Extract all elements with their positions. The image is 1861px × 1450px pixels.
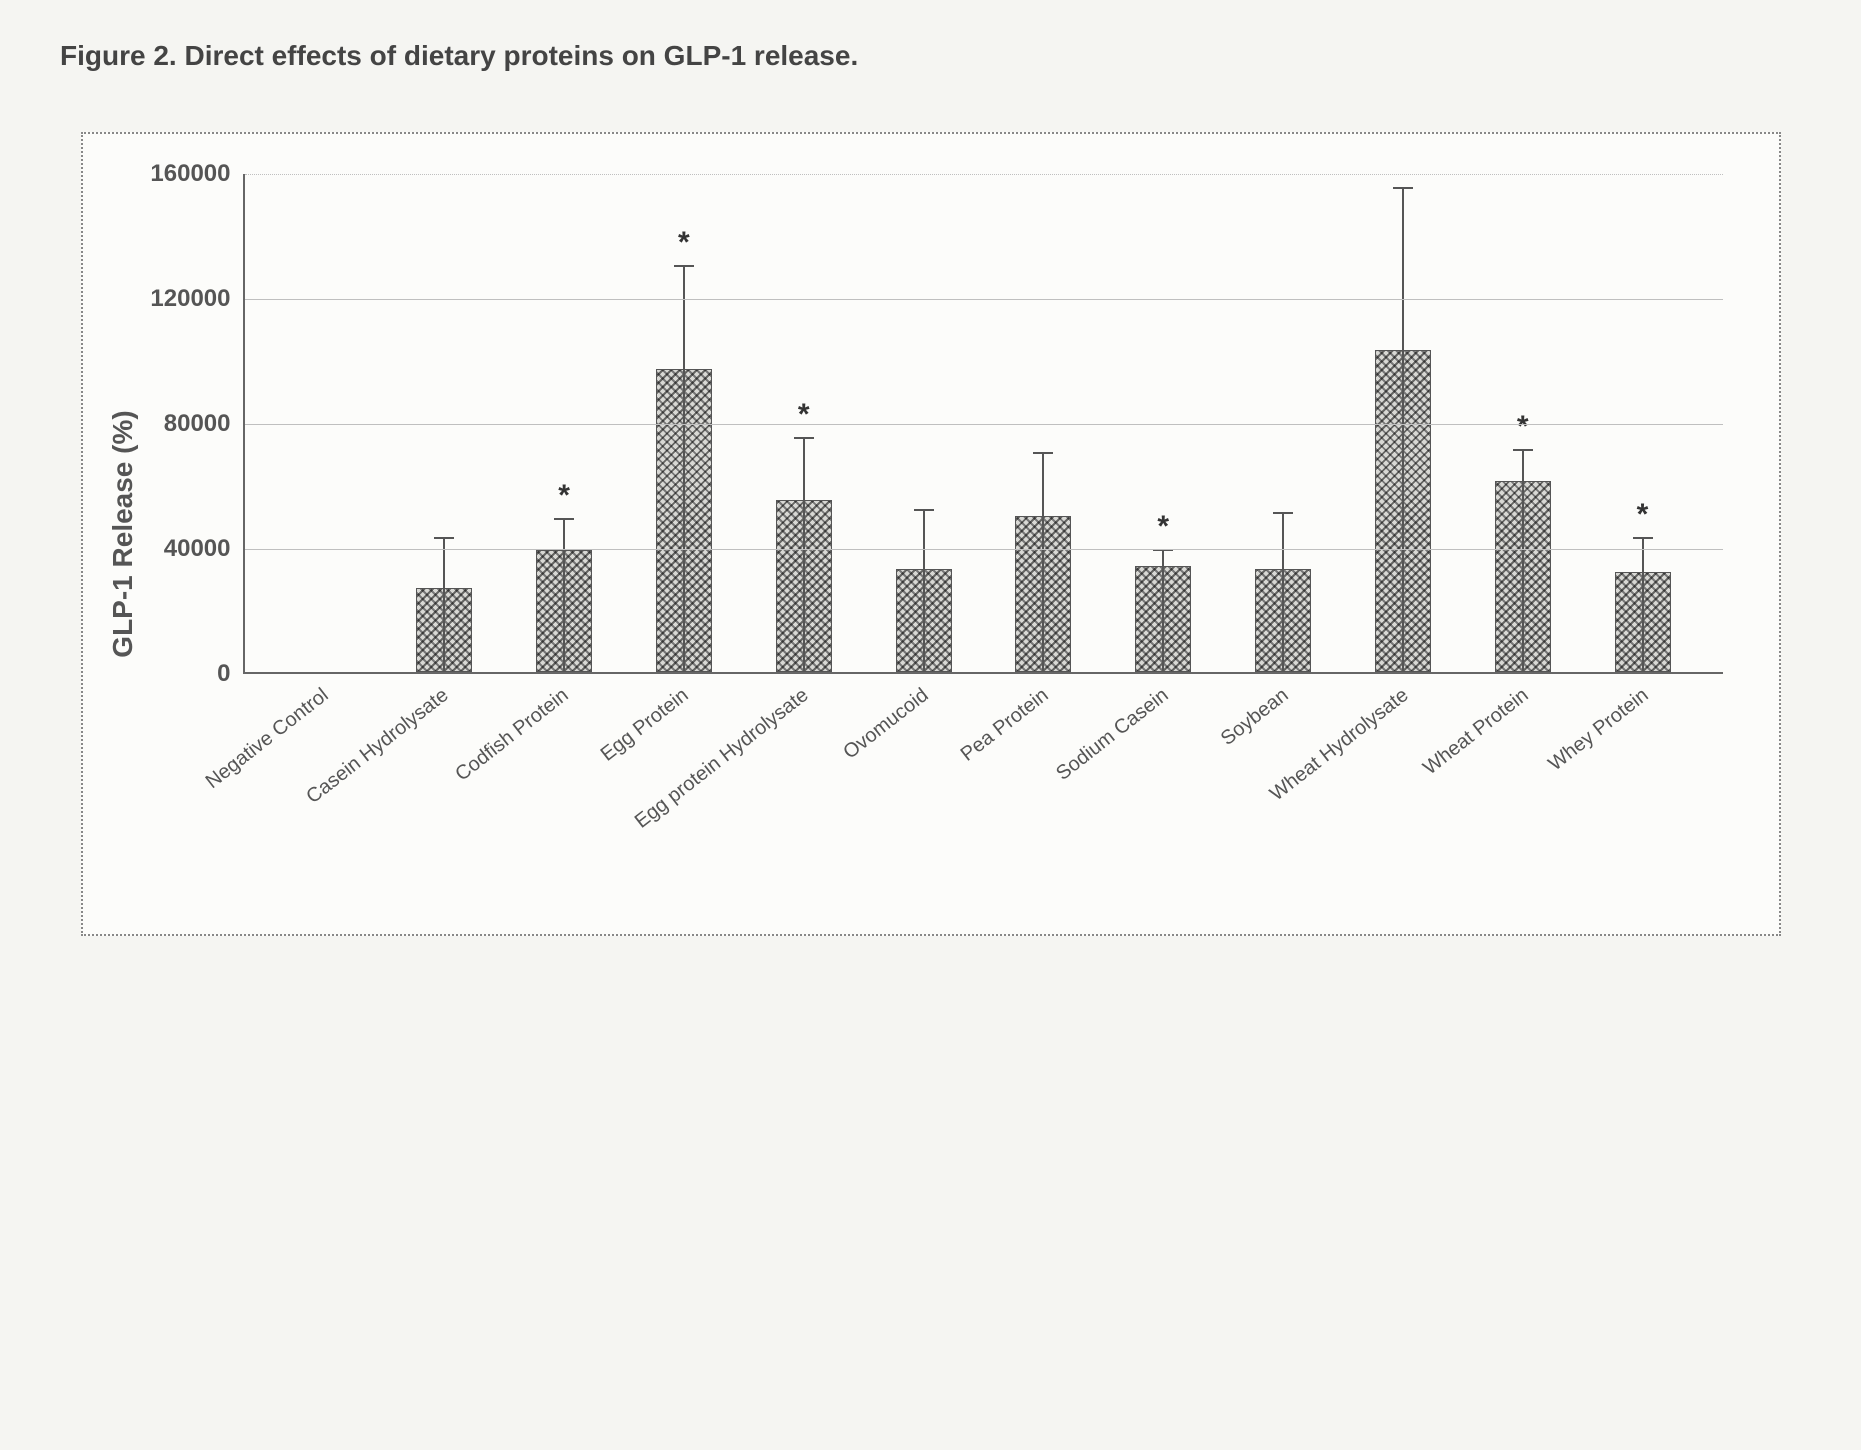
bar-slot [1223,174,1343,672]
error-bar [1042,453,1044,672]
error-cap [1633,537,1653,539]
significance-star: * [1637,498,1649,532]
error-cap [674,265,694,267]
gridline [245,299,1723,300]
y-tick-label: 120000 [150,285,230,313]
bar-slot: * [1463,174,1583,672]
bar-slot: * [624,174,744,672]
chart-container: GLP-1 Release (%) * * * * * * 0 40000 80000 1200… [81,132,1781,936]
error-bar [443,538,445,672]
y-tick-label: 40000 [164,535,231,563]
gridline [245,549,1723,550]
y-tick-label: 80000 [164,410,231,438]
error-cap [1393,187,1413,189]
significance-star: * [678,226,690,260]
significance-star: * [798,398,810,432]
error-bar [1282,513,1284,672]
x-axis-labels: Negative ControlCasein HydrolysateCodfis… [243,674,1723,894]
bar-slot: * [744,174,864,672]
error-bar [563,519,565,672]
figure-title: Figure 2. Direct effects of dietary prot… [60,40,1821,72]
plot-area: ****** 04000080000120000160000 [243,174,1723,674]
error-cap [434,537,454,539]
bars-group: * * * * * * [245,174,1723,672]
bar-slot: * [1583,174,1703,672]
error-bar [1162,550,1164,672]
bar-slot: * [1103,174,1223,672]
bar-slot [1343,174,1463,672]
y-tick-label: 160000 [150,160,230,188]
error-cap [554,518,574,520]
significance-star: * [558,479,570,513]
error-bar [1642,538,1644,672]
chart-box: GLP-1 Release (%) ****** 040000800001200… [243,174,1749,894]
error-bar [803,438,805,672]
gridline [245,424,1723,425]
y-axis-label: GLP-1 Release (%) [107,410,139,657]
error-cap [1273,512,1293,514]
error-cap [1033,452,1053,454]
bar-slot [384,174,504,672]
significance-star: * [1517,410,1529,444]
bar-slot: * [504,174,624,672]
gridline [245,174,1723,175]
significance-star: * [1157,510,1169,544]
error-bar [1522,450,1524,672]
bar-slot [864,174,984,672]
error-bar [1402,188,1404,672]
bar-slot [265,174,385,672]
error-bar [923,510,925,673]
error-cap [1513,449,1533,451]
y-tick-label: 0 [217,660,230,688]
error-bar [683,266,685,672]
error-cap [794,437,814,439]
bar-slot [983,174,1103,672]
error-cap [914,509,934,511]
